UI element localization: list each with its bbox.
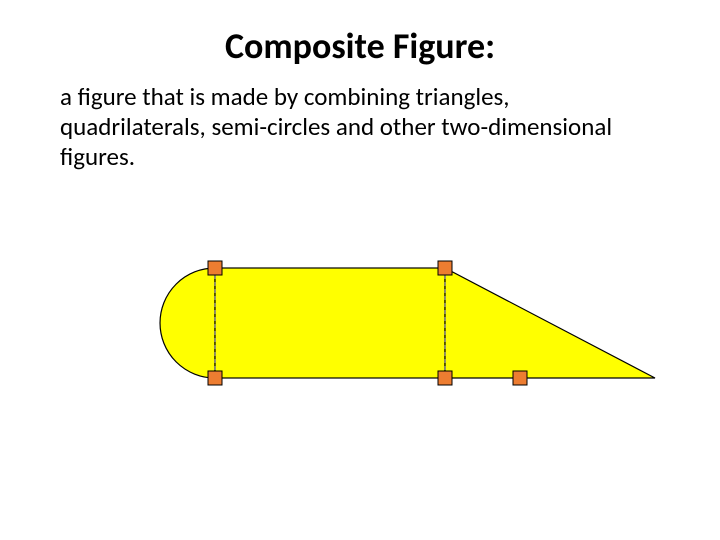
slide: Composite Figure: a figure that is made …	[0, 0, 720, 540]
triangle-shape	[445, 268, 655, 378]
slide-title: Composite Figure:	[0, 24, 720, 68]
vertex-marker-0	[208, 261, 222, 275]
vertex-marker-4	[513, 371, 527, 385]
rectangle-shape	[215, 268, 445, 378]
slide-body-text: a figure that is made by combining trian…	[60, 82, 650, 172]
composite-figure-svg	[100, 258, 660, 388]
vertex-marker-2	[438, 261, 452, 275]
composite-figure	[100, 258, 660, 388]
vertex-marker-3	[438, 371, 452, 385]
semicircle-shape	[160, 268, 215, 378]
vertex-marker-1	[208, 371, 222, 385]
